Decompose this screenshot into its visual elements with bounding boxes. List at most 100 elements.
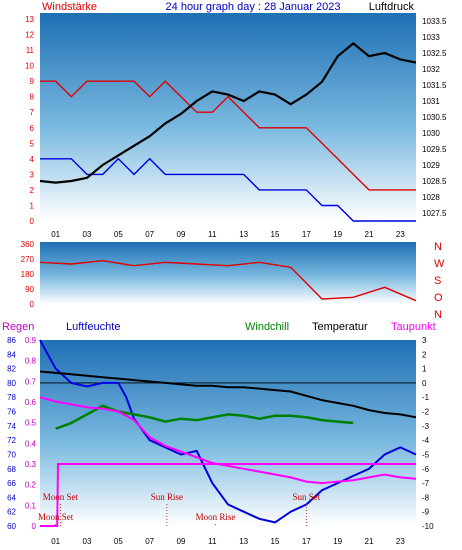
event-annotation: Sun Rise	[151, 492, 183, 502]
x-axis-tick-bottom: 05	[114, 537, 123, 546]
x-axis-tick: 11	[208, 230, 217, 239]
windchill-line	[55, 404, 354, 430]
wind-axis-tick: 2	[30, 186, 35, 195]
wind-axis-tick: 12	[25, 31, 34, 40]
pressure-axis-tick: 1033.5	[422, 17, 447, 26]
humidity-axis-tick: 70	[7, 450, 16, 459]
compass-label: N	[434, 241, 442, 253]
temperature-axis-tick: 3	[422, 336, 427, 345]
rain-axis-tick: 0	[32, 522, 37, 531]
humidity-axis-tick: 62	[7, 508, 16, 517]
temperature-axis-tick: -6	[422, 465, 430, 474]
rain-axis-tick: 0.3	[25, 460, 37, 469]
pressure-axis-tick: 1029	[422, 161, 440, 170]
rain-axis-tick: 0.6	[25, 398, 37, 407]
temperature-axis-tick: 1	[422, 365, 427, 374]
x-axis-tick-bottom: 11	[208, 537, 217, 546]
direction-axis-tick: 0	[30, 300, 35, 309]
temperature-axis-tick: -2	[422, 408, 430, 417]
event-annotation: Moon Rise	[196, 512, 236, 522]
x-axis-tick-bottom: 07	[145, 537, 154, 546]
humidity-axis-tick: 78	[7, 393, 16, 402]
temperature-label: Temperatur	[312, 321, 368, 333]
wind-axis-tick: 4	[30, 155, 35, 164]
temperature-axis-tick: -3	[422, 422, 430, 431]
windchill-label: Windchill	[245, 321, 289, 333]
wind-direction-line	[39, 259, 417, 302]
x-axis-tick: 07	[145, 230, 154, 239]
temperature-axis-tick: -1	[422, 393, 430, 402]
x-axis-tick-bottom: 21	[365, 537, 374, 546]
temperature-humidity-plot-area	[40, 340, 416, 526]
x-axis-tick: 23	[396, 230, 405, 239]
x-axis-tick-bottom: 01	[51, 537, 60, 546]
wind-axis-tick: 0	[30, 217, 35, 226]
wind-axis-tick: 9	[30, 77, 35, 86]
pressure-axis-tick: 1028	[422, 193, 440, 202]
pressure-axis-tick: 1027.5	[422, 209, 447, 218]
compass-label: W	[434, 258, 445, 270]
dewpoint-label: Taupunkt	[391, 321, 436, 333]
humidity-label: Luftfeuchte	[66, 321, 120, 333]
direction-axis-tick: 180	[21, 270, 35, 279]
pressure-label: Luftdruck	[369, 1, 415, 13]
humidity-axis-tick: 64	[7, 493, 16, 502]
pressure-axis-tick: 1031	[422, 97, 440, 106]
rain-axis-tick: 0.2	[25, 481, 37, 490]
humidity-axis-tick: 76	[7, 408, 16, 417]
humidity-axis-tick: 86	[7, 336, 16, 345]
rain-axis-tick: 0.7	[25, 377, 37, 386]
pressure-axis-tick: 1030	[422, 129, 440, 138]
wind-strength-label: Windstärke	[42, 1, 97, 13]
x-axis-tick: 13	[239, 230, 248, 239]
temperature-line	[39, 370, 417, 419]
x-axis-tick-bottom: 13	[239, 537, 248, 546]
x-axis-tick: 17	[302, 230, 311, 239]
rain-axis-tick: 0.8	[25, 357, 37, 366]
humidity-axis-tick: 60	[7, 522, 16, 531]
x-axis-tick: 01	[51, 230, 60, 239]
humidity-axis-tick: 84	[7, 350, 16, 359]
humidity-axis-tick: 68	[7, 465, 16, 474]
rain-line	[40, 463, 416, 527]
x-axis-tick-bottom: 17	[302, 537, 311, 546]
x-axis-tick: 15	[271, 230, 280, 239]
rain-axis-tick: 0.1	[25, 501, 37, 510]
wind-axis-tick: 5	[30, 139, 35, 148]
wind-mean-line	[40, 157, 416, 222]
temperature-axis-tick: -9	[422, 508, 430, 517]
compass-label: O	[434, 292, 443, 304]
x-axis-tick: 05	[114, 230, 123, 239]
rain-axis-tick: 0.4	[25, 439, 37, 448]
rain-label: Regen	[2, 321, 34, 333]
pressure-line	[39, 41, 417, 184]
humidity-axis-tick: 66	[7, 479, 16, 488]
x-axis-tick-bottom: 15	[271, 537, 280, 546]
temperature-axis-tick: 2	[422, 350, 427, 359]
x-axis-tick: 09	[177, 230, 186, 239]
temperature-axis-tick: 0	[422, 379, 427, 388]
temperature-axis-tick: -5	[422, 450, 430, 459]
compass-label: S	[434, 275, 441, 287]
event-annotation: Moon Set	[38, 512, 74, 522]
temperature-axis-tick: -10	[422, 522, 434, 531]
event-annotation: Moon Set	[43, 492, 79, 502]
temperature-axis-tick: -7	[422, 479, 430, 488]
temperature-axis-tick: -8	[422, 493, 430, 502]
series-layer	[39, 41, 417, 527]
dewpoint-line	[39, 396, 417, 485]
x-axis-tick-bottom: 09	[177, 537, 186, 546]
x-axis-tick-bottom: 19	[333, 537, 342, 546]
direction-axis-tick: 270	[21, 255, 35, 264]
wind-axis-tick: 8	[30, 93, 35, 102]
wind-gust-line	[40, 80, 416, 191]
wind-direction-plot-area	[40, 242, 416, 304]
wind-axis-tick: 6	[30, 124, 35, 133]
direction-axis-tick: 360	[21, 240, 35, 249]
x-axis-tick: 21	[365, 230, 374, 239]
event-annotation: Sun Set	[292, 492, 320, 502]
x-axis-tick: 19	[333, 230, 342, 239]
chart-title: 24 hour graph day : 28 Januar 2023	[166, 1, 341, 13]
temperature-axis-tick: -4	[422, 436, 430, 445]
